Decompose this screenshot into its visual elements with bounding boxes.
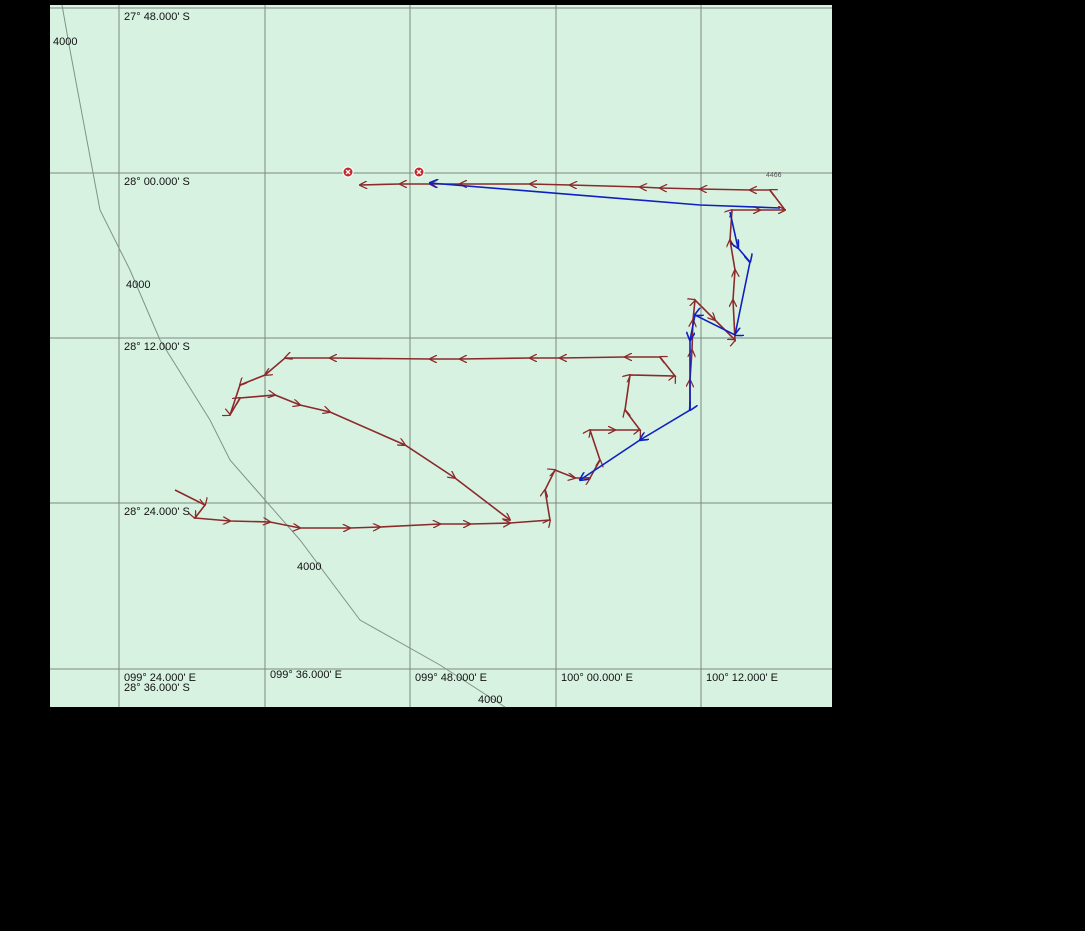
contour-label: 4000	[478, 694, 502, 706]
contour-label: 4000	[297, 561, 321, 573]
track	[360, 184, 786, 211]
waypoint[interactable]	[413, 166, 425, 178]
contour-label: 4000	[53, 36, 77, 48]
longitude-label: 100° 00.000' E	[561, 672, 633, 684]
labels: 27° 48.000' S 28° 00.000' S 28° 12.000' S 2…	[53, 11, 782, 706]
latitude-label: 28° 12.000' S	[124, 341, 190, 353]
track-segment	[580, 211, 750, 480]
latitude-label: 28° 36.000' S	[124, 682, 190, 694]
latitude-label: 28° 24.000' S	[124, 506, 190, 518]
longitude-label: 099° 48.000' E	[415, 672, 487, 684]
tracks	[174, 183, 786, 528]
contour-label: 4000	[126, 279, 150, 291]
depth-label: 4466	[766, 172, 782, 179]
latitude-label: 28° 00.000' S	[124, 176, 190, 188]
longitude-label: 099° 36.000' E	[270, 669, 342, 681]
track-segment	[430, 183, 781, 209]
longitude-label: 100° 12.000' E	[706, 672, 778, 684]
latitude-label: 27° 48.000' S	[124, 11, 190, 23]
map-area[interactable]	[50, 5, 832, 707]
waypoint[interactable]	[342, 166, 354, 178]
longitude-label: 099° 24.000' E	[124, 672, 196, 684]
